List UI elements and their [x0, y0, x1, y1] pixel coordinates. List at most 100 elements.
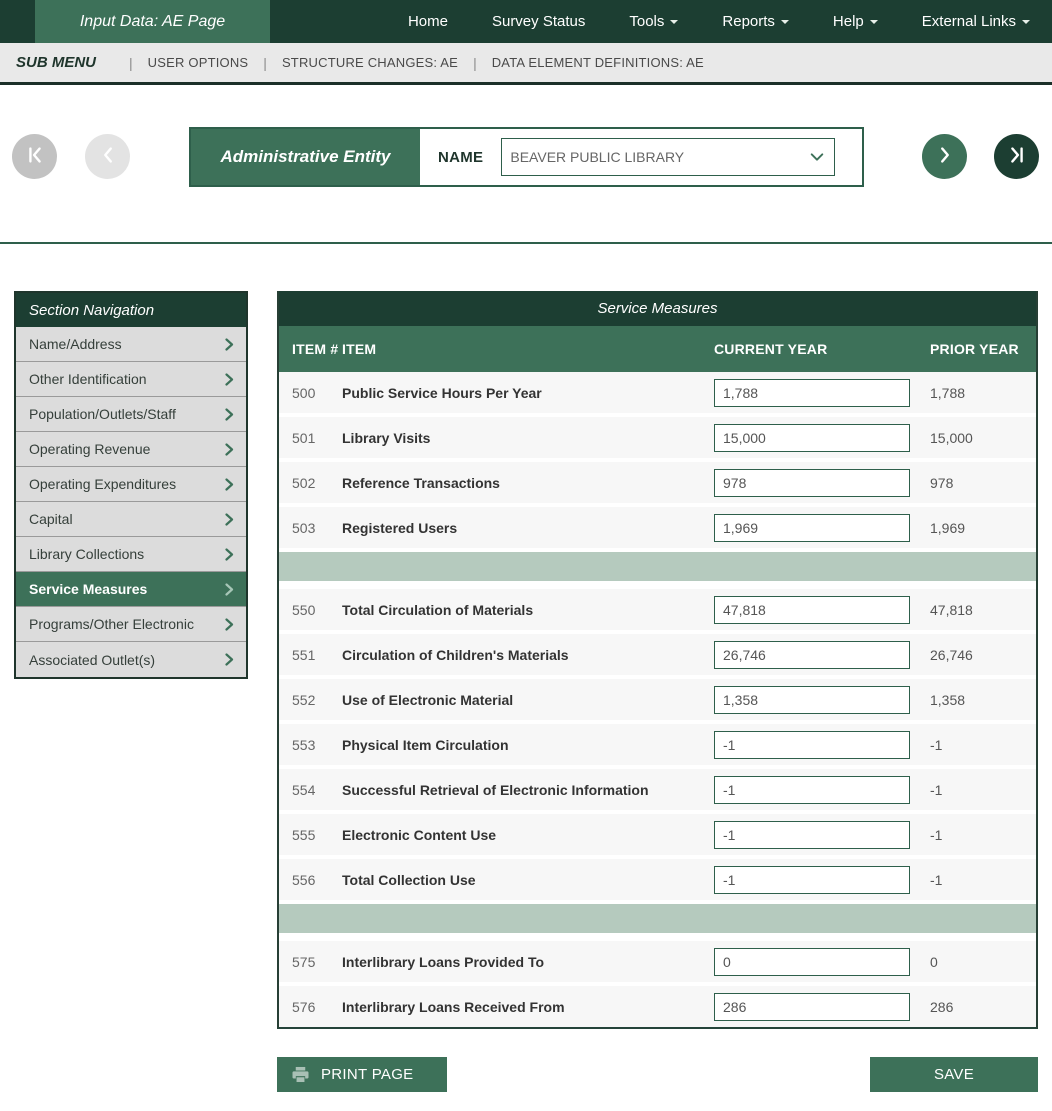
sub-menu-link[interactable]: DATA ELEMENT DEFINITIONS: AE [491, 55, 704, 70]
table-row [279, 904, 1036, 933]
prior-year-value: 47,818 [930, 601, 973, 618]
current-year-input[interactable] [714, 685, 910, 714]
item-number: 502 [292, 474, 316, 491]
current-year-input[interactable] [714, 820, 910, 849]
sidebar-item-label: Associated Outlet(s) [29, 651, 156, 668]
current-year-input[interactable] [714, 640, 910, 669]
current-year-input[interactable] [714, 992, 910, 1021]
previous-record-button[interactable] [85, 134, 130, 179]
sidebar-item[interactable]: Library Collections [16, 537, 246, 572]
current-year-input[interactable] [714, 513, 910, 542]
item-number: 550 [292, 601, 316, 618]
sub-menu-bar: SUB MENU | USER OPTIONS | STRUCTURE CHAN… [0, 43, 1052, 85]
prior-year-value: 1,358 [930, 691, 966, 708]
current-year-input[interactable] [714, 775, 910, 804]
top-nav-item[interactable]: External Links [922, 13, 1030, 30]
page-title: Input Data: AE Page [35, 0, 270, 43]
item-label: Total Circulation of Materials [342, 601, 534, 618]
table-row: 576 Interlibrary Loans Received From 286 [279, 986, 1036, 1027]
table-body: 500 Public Service Hours Per Year 1,788 … [279, 372, 1036, 1027]
top-nav-items: Home Survey Status Tools Reports Help Ex… [408, 0, 1052, 43]
printer-icon [291, 1065, 310, 1084]
sidebar-item[interactable]: Population/Outlets/Staff [16, 397, 246, 432]
table-row: 503 Registered Users 1,969 [279, 507, 1036, 548]
table-row: 553 Physical Item Circulation -1 [279, 724, 1036, 765]
chevron-right-icon [225, 547, 234, 561]
record-nav-strip: Administrative Entity NAME BEAVER PUBLIC… [0, 85, 1052, 244]
top-nav-item-label: Reports [722, 13, 775, 30]
item-number: 551 [292, 646, 316, 663]
prior-year-value: -1 [930, 871, 943, 888]
table-row: 555 Electronic Content Use -1 [279, 814, 1036, 855]
sidebar-item[interactable]: Other Identification [16, 362, 246, 397]
skip-to-last-icon [1006, 144, 1028, 169]
table-title: Service Measures [279, 291, 1036, 326]
column-header: PRIOR YEAR [930, 341, 1019, 357]
top-nav-item[interactable]: Help [833, 13, 878, 30]
sidebar-item-label: Name/Address [29, 336, 122, 352]
sidebar-item[interactable]: Service Measures [16, 572, 246, 607]
sidebar-item[interactable]: Operating Revenue [16, 432, 246, 467]
item-label: Successful Retrieval of Electronic Infor… [342, 781, 649, 798]
sub-menu-link[interactable]: STRUCTURE CHANGES: AE [281, 55, 459, 70]
item-label: Use of Electronic Material [342, 691, 514, 708]
chevron-right-icon [225, 337, 234, 351]
chevron-right-icon [225, 477, 234, 491]
entity-name-select[interactable]: BEAVER PUBLIC LIBRARY [501, 138, 836, 176]
table-row: 501 Library Visits 15,000 [279, 417, 1036, 458]
entity-select-wrap: BEAVER PUBLIC LIBRARY [501, 138, 836, 176]
sidebar-item[interactable]: Capital [16, 502, 246, 537]
sidebar-item-label: Service Measures [29, 581, 148, 597]
skip-to-first-icon [24, 144, 46, 169]
service-measures-table: Service Measures ITEM # ITEM CURRENT YEAR P… [277, 291, 1038, 1029]
current-year-input[interactable] [714, 423, 910, 452]
caret-down-icon [780, 19, 789, 24]
top-nav-item[interactable]: Reports [722, 13, 789, 30]
sidebar-item-label: Operating Revenue [29, 441, 151, 457]
current-year-input[interactable] [714, 595, 910, 624]
table-row: 551 Circulation of Children's Materials … [279, 634, 1036, 675]
chevron-left-icon [97, 144, 119, 169]
caret-down-icon [1022, 19, 1030, 24]
save-button[interactable]: SAVE [870, 1057, 1038, 1092]
last-record-button[interactable] [994, 134, 1039, 179]
top-nav-item[interactable]: Tools [629, 13, 679, 30]
table-row: 552 Use of Electronic Material 1,358 [279, 679, 1036, 720]
print-page-button[interactable]: PRINT PAGE [277, 1057, 447, 1092]
sidebar-item[interactable]: Associated Outlet(s) [16, 642, 246, 677]
next-record-button[interactable] [922, 134, 967, 179]
first-record-button[interactable] [12, 134, 57, 179]
main-content: Section Navigation Name/Address Other Id… [0, 244, 1052, 1105]
chevron-right-icon [934, 144, 956, 169]
sidebar-item[interactable]: Operating Expenditures [16, 467, 246, 502]
item-label: Reference Transactions [342, 474, 500, 491]
current-year-input[interactable] [714, 865, 910, 894]
item-number: 575 [292, 953, 316, 970]
sidebar-item-label: Other Identification [29, 371, 147, 387]
item-label: Interlibrary Loans Provided To [342, 953, 545, 970]
chevron-right-icon [225, 582, 234, 596]
top-nav-item[interactable]: Home [408, 13, 448, 30]
current-year-input[interactable] [714, 730, 910, 759]
top-nav-item-label: Tools [629, 13, 665, 30]
item-number: 503 [292, 519, 316, 536]
table-row: 554 Successful Retrieval of Electronic I… [279, 769, 1036, 810]
current-year-input[interactable] [714, 468, 910, 497]
top-nav-item[interactable]: Survey Status [492, 13, 585, 30]
item-number: 554 [292, 781, 316, 798]
current-year-input[interactable] [714, 947, 910, 976]
sidebar-item[interactable]: Name/Address [16, 327, 246, 362]
sub-menu-link[interactable]: USER OPTIONS [147, 55, 249, 70]
item-label: Interlibrary Loans Received From [342, 998, 565, 1015]
column-header: ITEM [342, 341, 377, 357]
item-number: 576 [292, 998, 316, 1015]
sidebar-item[interactable]: Programs/Other Electronic [16, 607, 246, 642]
table-row: 575 Interlibrary Loans Provided To 0 [279, 941, 1036, 982]
chevron-right-icon [225, 442, 234, 456]
current-year-input[interactable] [714, 378, 910, 407]
prior-year-value: 1,788 [930, 384, 966, 401]
entity-type-label: Administrative Entity [191, 129, 420, 185]
chevron-right-icon [225, 372, 234, 386]
sub-menu-items: | USER OPTIONS | STRUCTURE CHANGES: AE |… [114, 55, 704, 71]
sub-menu-item-wrap: | DATA ELEMENT DEFINITIONS: AE [458, 55, 704, 71]
